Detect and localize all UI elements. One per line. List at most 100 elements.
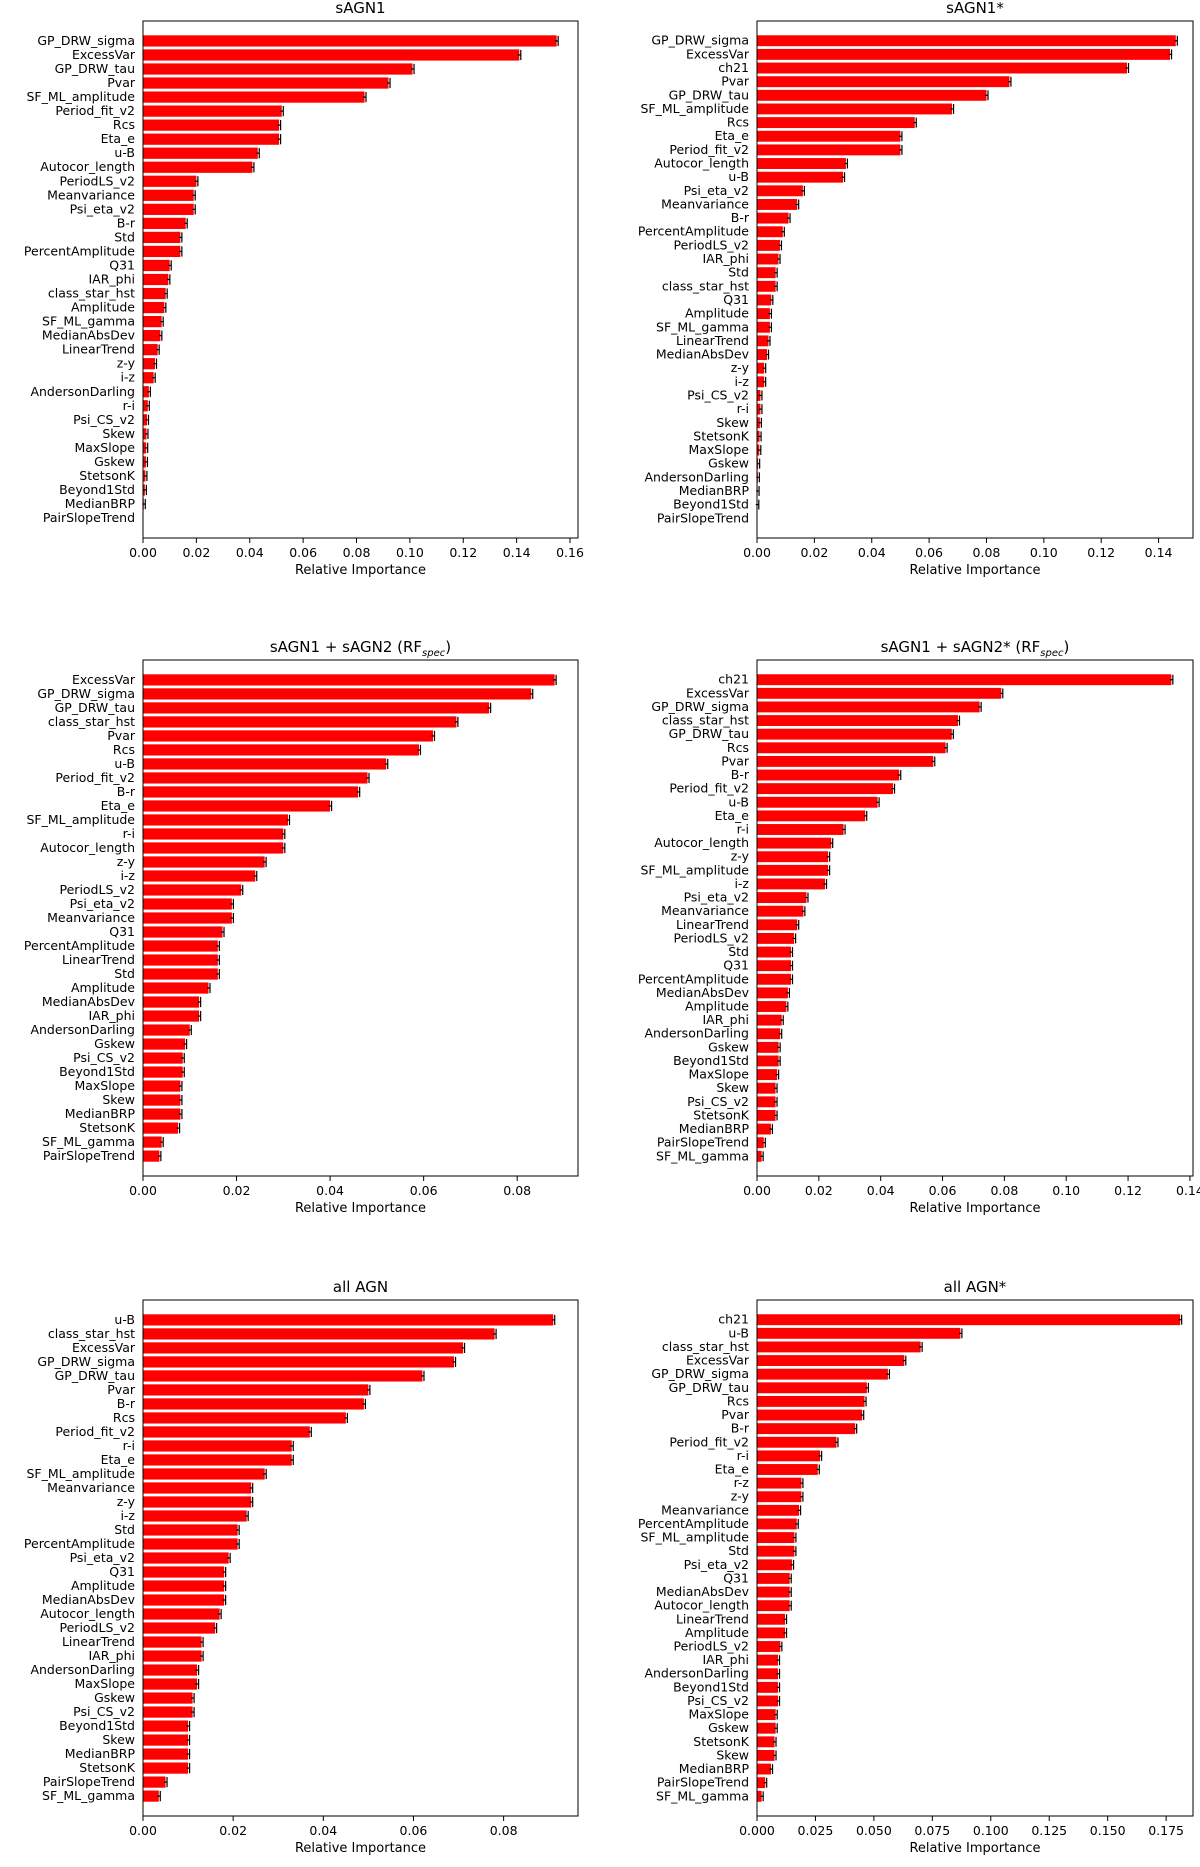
category-label: Beyond1Std xyxy=(673,1053,749,1068)
bar xyxy=(143,828,284,840)
category-label: Period_fit_v2 xyxy=(55,770,135,785)
bar xyxy=(143,1370,423,1382)
category-label: SF_ML_amplitude xyxy=(640,101,749,116)
bar xyxy=(143,175,197,187)
bar xyxy=(143,231,181,244)
bar xyxy=(757,1641,781,1652)
bar xyxy=(143,1398,364,1410)
bar xyxy=(143,1538,238,1550)
x-tick-label: 0.06 xyxy=(289,545,317,560)
bar xyxy=(143,1622,216,1634)
bar xyxy=(143,996,200,1008)
category-label: AndersonDarling xyxy=(644,1666,749,1681)
category-label: Rcs xyxy=(113,117,135,132)
bar xyxy=(757,1028,781,1040)
bar xyxy=(143,217,186,229)
category-label: SF_ML_gamma xyxy=(42,314,135,329)
bar xyxy=(143,1510,247,1522)
category-label: MedianBRP xyxy=(679,1121,750,1136)
bar xyxy=(757,1627,786,1639)
bar xyxy=(143,1010,200,1022)
bar xyxy=(143,428,147,440)
category-label: StetsonK xyxy=(693,1107,750,1122)
x-axis-label: Relative Importance xyxy=(909,1201,1040,1216)
x-tick-label: 0.08 xyxy=(490,1823,518,1838)
category-label: u-B xyxy=(728,169,749,184)
bar xyxy=(143,1692,193,1704)
category-label: ch21 xyxy=(718,1312,749,1327)
bar xyxy=(757,701,980,713)
category-label: SF_ML_gamma xyxy=(42,1788,135,1803)
bar xyxy=(143,1342,464,1354)
bar xyxy=(757,892,807,904)
chart-title: sAGN1* xyxy=(946,0,1004,17)
chart-title: all AGN* xyxy=(944,1278,1007,1296)
category-label: Q31 xyxy=(723,292,749,307)
category-label: MedianBRP xyxy=(679,483,750,498)
bar xyxy=(757,1450,821,1462)
category-label: AndersonDarling xyxy=(30,1022,135,1037)
category-label: GP_DRW_sigma xyxy=(651,33,749,48)
bar xyxy=(143,758,387,770)
bar xyxy=(757,280,776,292)
x-tick-label: 0.050 xyxy=(856,1823,892,1838)
category-label: r-i xyxy=(737,401,749,416)
category-label: IAR_phi xyxy=(88,272,135,287)
category-label: ExcessVar xyxy=(686,685,750,700)
x-tick-label: 0.06 xyxy=(915,545,943,560)
category-label: Skew xyxy=(716,1747,749,1762)
category-label: PairSlopeTrend xyxy=(43,1774,135,1789)
bar xyxy=(143,1440,292,1452)
bar xyxy=(757,1109,776,1121)
chart-svg: ch21ExcessVarGP_DRW_sigmaclass_star_hstG… xyxy=(638,638,1200,1216)
category-label: Std xyxy=(728,265,749,280)
category-label: PercentAmplitude xyxy=(638,1516,749,1531)
bar xyxy=(143,744,419,756)
category-label: PercentAmplitude xyxy=(24,243,135,258)
category-label: PairSlopeTrend xyxy=(43,510,135,525)
bar xyxy=(143,772,368,784)
category-label: Autocor_length xyxy=(654,156,749,171)
x-tick-label: 0.00 xyxy=(743,545,771,560)
category-label: Pvar xyxy=(107,728,136,743)
category-label: ch21 xyxy=(718,60,749,75)
bar xyxy=(143,1412,346,1424)
bar xyxy=(757,1436,837,1448)
chart-svg: ExcessVarGP_DRW_sigmaGP_DRW_tauclass_sta… xyxy=(24,638,579,1216)
category-label: Period_fit_v2 xyxy=(669,142,749,157)
x-axis-label: Relative Importance xyxy=(295,563,426,578)
bar xyxy=(143,287,166,300)
bar xyxy=(143,1426,310,1438)
category-label: IAR_phi xyxy=(88,1648,135,1663)
bar xyxy=(143,786,359,798)
category-label: MedianAbsDev xyxy=(42,1592,136,1607)
category-label: PairSlopeTrend xyxy=(657,1775,749,1790)
bar xyxy=(757,144,901,156)
bar xyxy=(757,89,987,101)
bar xyxy=(757,1572,790,1584)
category-label: PairSlopeTrend xyxy=(657,510,749,525)
plot-frame xyxy=(142,20,579,539)
bar xyxy=(757,294,772,306)
category-label: MedianBRP xyxy=(65,496,136,511)
bar xyxy=(143,912,232,924)
category-label: Psi_CS_v2 xyxy=(73,1050,135,1065)
bar xyxy=(757,1559,793,1571)
category-label: Beyond1Std xyxy=(673,1679,749,1694)
category-label: i-z xyxy=(734,374,749,389)
bar xyxy=(143,63,413,75)
bar xyxy=(143,119,280,131)
category-label: Amplitude xyxy=(685,306,749,321)
bar xyxy=(143,189,194,201)
bar xyxy=(143,35,557,47)
category-label: z-y xyxy=(731,849,750,864)
bar xyxy=(143,898,232,910)
category-label: MaxSlope xyxy=(74,1078,135,1093)
bar xyxy=(143,814,288,826)
category-label: class_star_hst xyxy=(662,1339,749,1354)
category-label: Rcs xyxy=(727,115,749,130)
bar xyxy=(757,851,829,863)
category-label: z-y xyxy=(731,1489,750,1504)
category-label: Eta_e xyxy=(101,798,136,813)
